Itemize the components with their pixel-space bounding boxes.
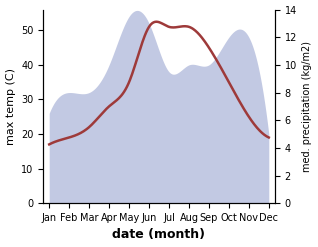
X-axis label: date (month): date (month) bbox=[113, 228, 205, 242]
Y-axis label: max temp (C): max temp (C) bbox=[5, 68, 16, 145]
Y-axis label: med. precipitation (kg/m2): med. precipitation (kg/m2) bbox=[302, 41, 313, 172]
